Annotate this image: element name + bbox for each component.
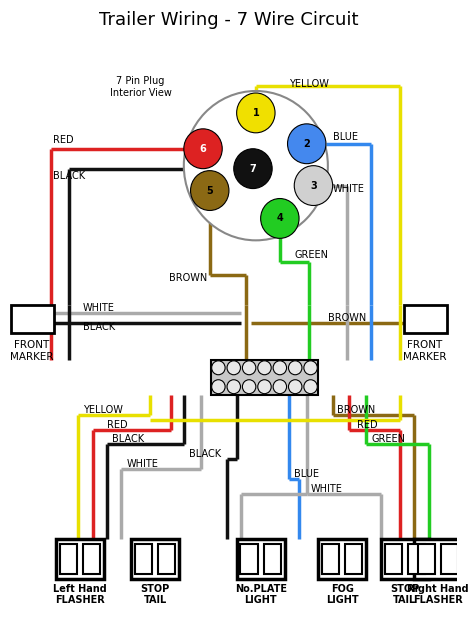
- Circle shape: [304, 361, 317, 375]
- Text: 5: 5: [206, 185, 213, 196]
- Text: BLACK: BLACK: [53, 171, 85, 181]
- Circle shape: [289, 361, 302, 375]
- Text: GREEN: GREEN: [371, 434, 405, 445]
- Text: 3: 3: [310, 180, 317, 190]
- Text: BROWN: BROWN: [337, 404, 376, 415]
- Circle shape: [227, 361, 240, 375]
- Bar: [404, 305, 447, 333]
- Circle shape: [289, 380, 302, 394]
- Text: RED: RED: [356, 420, 377, 429]
- Text: WHITE: WHITE: [83, 303, 115, 313]
- Circle shape: [258, 380, 271, 394]
- Circle shape: [258, 361, 271, 375]
- Text: Right Hand
FLASHER: Right Hand FLASHER: [408, 584, 469, 605]
- Text: FRONT
MARKER: FRONT MARKER: [10, 340, 54, 362]
- Circle shape: [184, 91, 328, 240]
- Circle shape: [212, 361, 225, 375]
- Circle shape: [261, 199, 299, 238]
- Circle shape: [288, 124, 326, 164]
- Text: WHITE: WHITE: [310, 484, 342, 494]
- Text: 4: 4: [276, 213, 283, 224]
- Bar: [408, 544, 425, 574]
- Bar: [384, 544, 402, 574]
- Text: 1: 1: [253, 108, 259, 118]
- Circle shape: [294, 166, 333, 206]
- Text: STOP
TAIL: STOP TAIL: [140, 584, 170, 605]
- Text: RED: RED: [53, 135, 74, 145]
- Text: No.PLATE
LIGHT: No.PLATE LIGHT: [235, 584, 287, 605]
- Bar: [135, 544, 152, 574]
- Text: RED: RED: [107, 420, 128, 429]
- Bar: [158, 544, 175, 574]
- Text: BLACK: BLACK: [83, 322, 115, 332]
- Bar: [131, 539, 179, 579]
- Text: YELLOW: YELLOW: [83, 404, 123, 415]
- Text: BLACK: BLACK: [189, 450, 221, 459]
- Circle shape: [304, 380, 317, 394]
- Text: WHITE: WHITE: [126, 459, 158, 469]
- Bar: [60, 544, 77, 574]
- Text: BLUE: BLUE: [333, 132, 358, 142]
- Text: STOP
TAIL: STOP TAIL: [390, 584, 419, 605]
- Bar: [381, 539, 428, 579]
- Bar: [322, 544, 339, 574]
- Text: 6: 6: [200, 144, 206, 154]
- Bar: [237, 539, 285, 579]
- Circle shape: [212, 380, 225, 394]
- Text: BLACK: BLACK: [112, 434, 144, 445]
- Text: FOG
LIGHT: FOG LIGHT: [326, 584, 358, 605]
- Text: 7: 7: [250, 164, 256, 174]
- Circle shape: [242, 361, 256, 375]
- Text: GREEN: GREEN: [294, 250, 328, 261]
- Circle shape: [184, 129, 222, 169]
- Text: Trailer Wiring - 7 Wire Circuit: Trailer Wiring - 7 Wire Circuit: [99, 11, 359, 29]
- Bar: [11, 305, 54, 333]
- Bar: [83, 544, 100, 574]
- Bar: [56, 539, 104, 579]
- Text: BROWN: BROWN: [328, 313, 366, 323]
- Text: 2: 2: [303, 139, 310, 149]
- Circle shape: [237, 93, 275, 132]
- Text: WHITE: WHITE: [333, 183, 365, 194]
- Bar: [418, 544, 436, 574]
- Text: BLUE: BLUE: [294, 469, 319, 479]
- Bar: [414, 539, 462, 579]
- Circle shape: [273, 361, 287, 375]
- Text: YELLOW: YELLOW: [290, 79, 329, 89]
- Text: Left Hand
FLASHER: Left Hand FLASHER: [53, 584, 107, 605]
- Text: FRONT
MARKER: FRONT MARKER: [403, 340, 447, 362]
- Bar: [240, 544, 258, 574]
- Bar: [345, 544, 363, 574]
- Circle shape: [242, 380, 256, 394]
- Text: 7 Pin Plug
Interior View: 7 Pin Plug Interior View: [109, 76, 172, 97]
- Bar: [211, 360, 318, 395]
- Bar: [264, 544, 281, 574]
- Circle shape: [234, 149, 272, 189]
- Circle shape: [273, 380, 287, 394]
- Text: BROWN: BROWN: [169, 273, 208, 283]
- Circle shape: [227, 380, 240, 394]
- Bar: [318, 539, 366, 579]
- Bar: [441, 544, 458, 574]
- Circle shape: [191, 171, 229, 210]
